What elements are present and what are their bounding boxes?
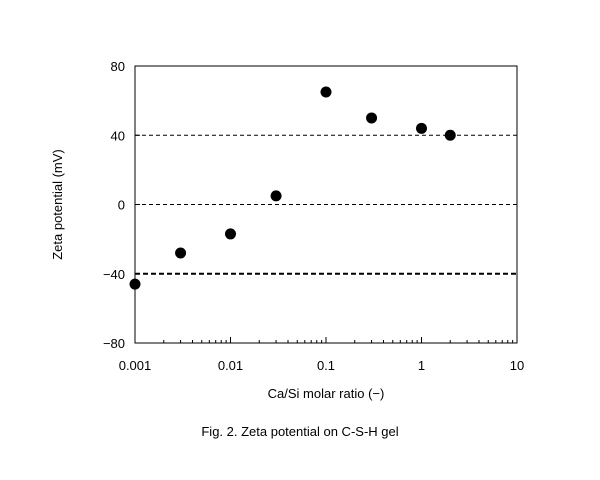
data-point-1 xyxy=(175,247,187,259)
data-point-5 xyxy=(366,112,378,124)
y-tick-label-1: −40 xyxy=(103,267,125,282)
x-tick-label-1: 0.01 xyxy=(218,358,243,373)
x-axis-label: Ca/Si molar ratio (−) xyxy=(268,386,385,401)
x-tick-label-2: 0.1 xyxy=(317,358,335,373)
x-tick-label-4: 10 xyxy=(510,358,524,373)
reference-lines xyxy=(135,134,517,275)
data-point-2 xyxy=(225,228,236,240)
data-point-4 xyxy=(320,86,332,98)
y-axis-label: Zeta potential (mV) xyxy=(50,149,65,260)
y-tick-label-4: 80 xyxy=(111,59,125,74)
data-points xyxy=(129,86,456,290)
x-tick-label-0: 0.001 xyxy=(119,358,152,373)
data-point-7 xyxy=(444,129,456,141)
axis-ticks xyxy=(134,65,518,344)
tick-labels: −80 −40 0 40 80 0.001 0.01 0.1 1 10 xyxy=(103,59,524,373)
y-tick-label-3: 40 xyxy=(111,128,125,143)
y-tick-label-0: −80 xyxy=(103,336,125,351)
x-tick-label-3: 1 xyxy=(418,358,425,373)
data-point-0 xyxy=(129,278,141,290)
y-tick-label-2: 0 xyxy=(118,198,125,213)
figure-caption: Fig. 2. Zeta potential on C-S-H gel xyxy=(201,424,399,439)
data-point-6 xyxy=(416,122,427,134)
data-point-3 xyxy=(270,190,282,202)
